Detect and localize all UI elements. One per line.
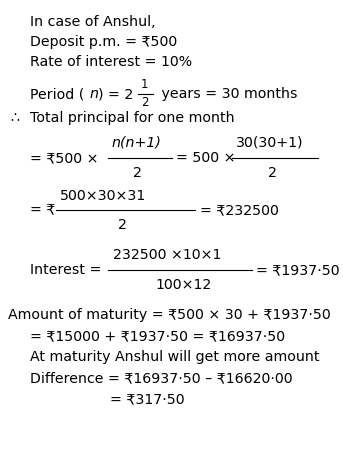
Text: n(n+1): n(n+1) [112, 136, 162, 150]
Text: Period (: Period ( [30, 87, 84, 101]
Text: = ₹15000 + ₹1937·50 = ₹16937·50: = ₹15000 + ₹1937·50 = ₹16937·50 [30, 329, 285, 343]
Text: 1: 1 [141, 79, 149, 92]
Text: = ₹1937·50: = ₹1937·50 [256, 263, 340, 277]
Text: = ₹232500: = ₹232500 [200, 203, 279, 217]
Text: 500×30×31: 500×30×31 [60, 189, 146, 203]
Text: 2: 2 [133, 166, 142, 180]
Text: = 500 ×: = 500 × [176, 151, 236, 165]
Text: = ₹317·50: = ₹317·50 [110, 392, 185, 406]
Text: Interest =: Interest = [30, 263, 102, 277]
Text: Rate of interest = 10%: Rate of interest = 10% [30, 55, 192, 69]
Text: = ₹: = ₹ [30, 203, 55, 217]
Text: In case of Anshul,: In case of Anshul, [30, 15, 156, 29]
Text: 30(30+1): 30(30+1) [236, 136, 304, 150]
Text: 100×12: 100×12 [155, 278, 211, 292]
Text: 2: 2 [141, 96, 149, 110]
Text: n: n [89, 87, 98, 101]
Text: Total principal for one month: Total principal for one month [30, 111, 235, 125]
Text: Deposit p.m. = ₹500: Deposit p.m. = ₹500 [30, 35, 177, 49]
Text: ∴: ∴ [10, 111, 19, 125]
Text: At maturity Anshul will get more amount: At maturity Anshul will get more amount [30, 350, 319, 364]
Text: ) = 2: ) = 2 [98, 87, 133, 101]
Text: Amount of maturity = ₹500 × 30 + ₹1937·50: Amount of maturity = ₹500 × 30 + ₹1937·5… [8, 308, 331, 322]
Text: 2: 2 [268, 166, 277, 180]
Text: 232500 ×10×1: 232500 ×10×1 [113, 248, 221, 262]
Text: years = 30 months: years = 30 months [157, 87, 297, 101]
Text: 2: 2 [118, 218, 127, 232]
Text: Difference = ₹16937·50 – ₹16620·00: Difference = ₹16937·50 – ₹16620·00 [30, 371, 293, 385]
Text: = ₹500 ×: = ₹500 × [30, 151, 98, 165]
